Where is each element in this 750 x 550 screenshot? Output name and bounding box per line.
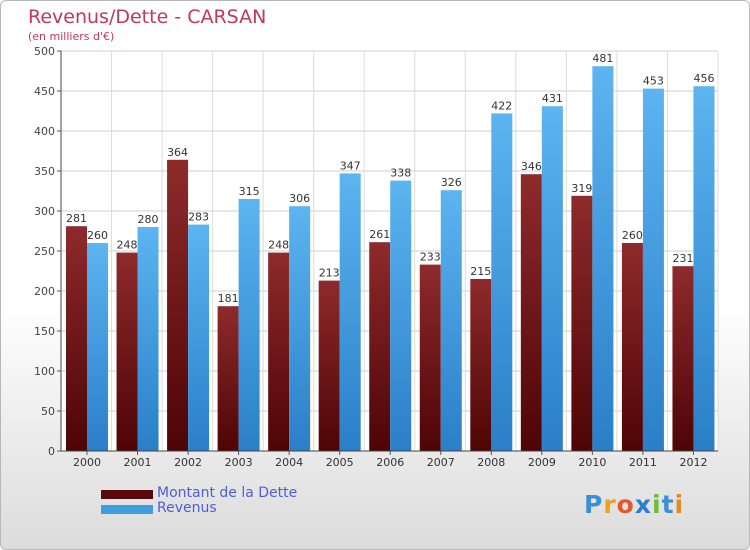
bar-revenus: [592, 66, 614, 451]
x-tick-label: 2005: [326, 456, 354, 469]
x-tick-label: 2011: [629, 456, 657, 469]
bar-dette: [66, 226, 87, 451]
legend-label-revenus: Revenus: [157, 500, 217, 516]
data-label-dette: 248: [117, 239, 138, 252]
bars-layer: [66, 66, 715, 452]
y-tick-label: 300: [34, 205, 55, 218]
x-tick-label: 2003: [225, 456, 253, 469]
data-label-revenus: 422: [491, 99, 512, 112]
proxiti-logo: Proxiti: [584, 490, 684, 519]
bar-revenus: [238, 199, 260, 451]
bar-chart: 2812602482803642831813152483062133472613…: [34, 45, 719, 469]
data-label-dette: 248: [268, 239, 289, 252]
bar-dette: [217, 306, 239, 451]
bar-dette: [520, 174, 542, 451]
logo-letter: P: [584, 490, 604, 519]
bar-dette: [470, 279, 492, 451]
data-label-revenus: 453: [643, 75, 664, 88]
bar-dette: [318, 280, 340, 451]
data-label-revenus: 338: [390, 167, 411, 180]
bar-revenus: [491, 113, 513, 452]
bar-dette: [167, 159, 189, 452]
data-label-revenus: 306: [289, 192, 310, 205]
data-label-revenus: 283: [188, 211, 209, 224]
y-tick-label: 500: [34, 45, 55, 58]
data-label-revenus: 315: [239, 185, 260, 198]
data-label-revenus: 456: [693, 72, 714, 85]
x-tick-label: 2006: [376, 456, 404, 469]
x-tick-label: 2009: [528, 456, 556, 469]
x-tick-label: 2000: [73, 456, 101, 469]
logo-letter: o: [616, 490, 635, 519]
bar-revenus: [642, 88, 664, 451]
data-label-dette: 364: [167, 146, 188, 159]
bar-revenus: [188, 224, 210, 451]
legend-label-debt: Montant de la Dette: [157, 485, 298, 501]
chart-subtitle: (en milliers d'€): [28, 30, 115, 43]
data-label-dette: 260: [622, 229, 643, 242]
bar-revenus: [693, 86, 715, 451]
bar-dette: [621, 243, 643, 451]
logo-letter: x: [634, 490, 652, 519]
y-tick-label: 100: [34, 365, 55, 378]
data-label-revenus: 431: [542, 92, 563, 105]
bar-revenus: [390, 180, 412, 451]
data-label-revenus: 280: [138, 213, 159, 226]
data-label-dette: 231: [672, 252, 693, 265]
y-tick-label: 250: [34, 245, 55, 258]
y-tick-label: 350: [34, 165, 55, 178]
bar-dette: [672, 266, 694, 451]
y-tick-label: 400: [34, 125, 55, 138]
data-label-dette: 261: [369, 228, 390, 241]
data-label-dette: 215: [470, 265, 491, 278]
legend-swatch-debt: [101, 490, 153, 499]
logo-letter: r: [603, 490, 617, 519]
bar-dette: [369, 242, 391, 451]
bar-revenus: [541, 106, 563, 451]
y-tick-label: 150: [34, 325, 55, 338]
bar-revenus: [87, 243, 108, 451]
labels-layer: 2812602482803642831813152483062133472613…: [66, 52, 714, 305]
chart-title: Revenus/Dette - CARSAN: [28, 6, 267, 28]
data-label-dette: 233: [420, 251, 441, 264]
axis-layer: 0 50 100 150 200 250 300 350 400 450 500 2000 2001 20…: [34, 45, 718, 469]
data-label-revenus: 347: [340, 159, 361, 172]
data-label-dette: 346: [521, 160, 542, 173]
bar-revenus: [137, 227, 159, 451]
legend-swatch-revenus: [101, 505, 153, 514]
bar-dette: [419, 264, 441, 451]
bar-revenus: [339, 173, 361, 451]
x-tick-label: 2002: [174, 456, 202, 469]
data-label-revenus: 481: [592, 52, 613, 65]
logo-letter: i: [674, 490, 685, 519]
data-label-revenus: 326: [441, 176, 462, 189]
data-label-dette: 181: [218, 292, 239, 305]
y-tick-label: 200: [34, 285, 55, 298]
data-label-dette: 281: [66, 212, 87, 225]
x-tick-label: 2008: [477, 456, 505, 469]
y-tick-label: 0: [48, 445, 55, 458]
data-label-revenus: 260: [87, 229, 108, 242]
bar-dette: [571, 195, 593, 451]
y-tick-label: 450: [34, 85, 55, 98]
x-tick-label: 2010: [578, 456, 606, 469]
data-label-dette: 213: [319, 267, 340, 280]
y-tick-label: 50: [41, 405, 55, 418]
bar-revenus: [289, 206, 311, 451]
bar-revenus: [440, 190, 462, 451]
logo-letter: t: [661, 490, 675, 519]
x-tick-label: 2007: [427, 456, 455, 469]
x-tick-label: 2012: [679, 456, 707, 469]
bar-dette: [116, 252, 138, 451]
logo-letter: i: [652, 490, 662, 519]
x-tick-label: 2001: [124, 456, 152, 469]
x-tick-label: 2004: [275, 456, 303, 469]
bar-dette: [268, 252, 290, 451]
data-label-dette: 319: [571, 182, 592, 195]
